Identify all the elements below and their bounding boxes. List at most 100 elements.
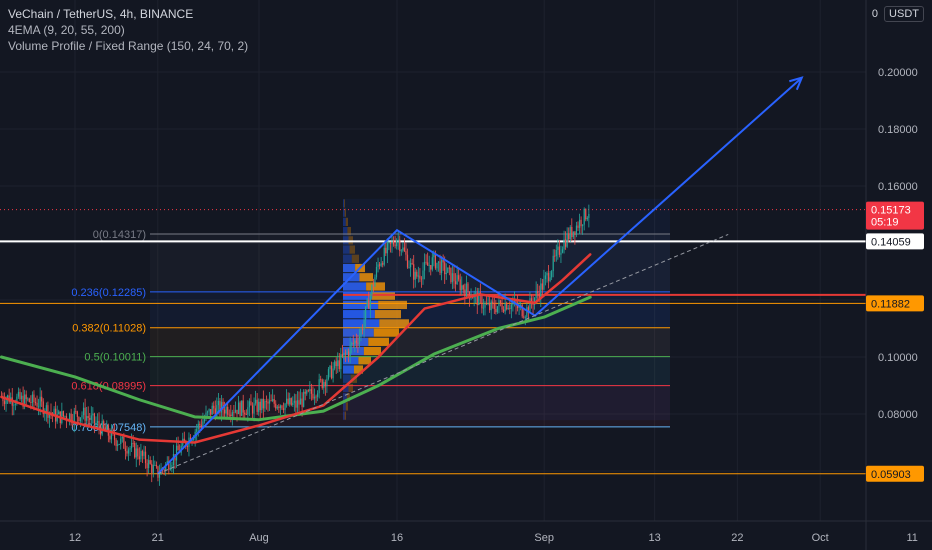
candle-body [298,400,300,405]
ema-indicator-label[interactable]: 4EMA (9, 20, 55, 200) [8,23,125,37]
candle-body [241,400,243,416]
candle-body [33,394,35,403]
level-orange-mid-badge-text: 0.11882 [871,298,910,310]
candle-body [261,398,263,411]
candle-body [222,401,224,410]
price-tick-label: 0.20000 [878,67,918,79]
level-orange-low-badge-bg [866,465,924,482]
symbol-title[interactable]: VeChain / TetherUS, 4h, BINANCE [8,7,194,21]
candle-body [45,405,47,413]
candle-body [476,292,478,306]
candle-body [380,263,382,266]
candle-body [255,399,257,404]
candle-body [84,407,86,421]
candle-body [430,265,432,270]
candle-body [365,306,367,320]
price-tick-label: 0.18000 [878,124,918,136]
candle-body [155,464,157,467]
volume-profile-bar-down [359,273,373,282]
candle-body [2,397,4,402]
candle-body [397,239,399,241]
candle-body [580,219,582,227]
zigzag-projection-line[interactable] [157,76,803,475]
candle-body [89,417,91,420]
time-tick-label: Oct [812,532,829,544]
candle-body [498,300,500,307]
candle-body [275,403,277,409]
candle-body [399,239,401,251]
candle-body [532,302,534,306]
volume-profile-bar-up [343,310,375,319]
last-price-badge-text: 05:19 [871,217,899,229]
candle-body [495,309,497,313]
candle-body [410,263,412,268]
candle-body [411,263,413,265]
candle-body [551,271,553,278]
horizontal-levels[interactable] [0,209,866,475]
candle-body [299,398,302,405]
candle-body [158,474,161,478]
candle-body [69,413,71,422]
candle-body [213,405,215,409]
candle-body [82,407,85,416]
candle-body [484,303,486,308]
volume-profile-bar-down [374,310,401,319]
candle-body [512,304,514,305]
volume-profile-label[interactable]: Volume Profile / Fixed Range (150, 24, 7… [8,39,249,53]
time-axis[interactable]: 12 21 Aug 16 Sep 13 22 Oct 11 [0,520,932,544]
candle-body [534,298,536,306]
candle-body [521,304,523,317]
last-price-badge-text: 0.15173 [871,205,911,217]
candle-body [224,409,226,414]
candle-body [318,379,320,394]
candle-body [87,416,89,418]
volume-profile-bar-up [343,254,352,263]
candle-body [340,354,342,369]
candle-body [431,257,433,270]
candle-body [422,270,424,280]
dashed-trendline[interactable] [157,233,729,475]
candle-body [248,401,250,408]
candle-body [38,406,40,408]
candle-body [323,381,325,388]
candle-body [481,295,483,309]
candle-body [379,264,381,266]
candle-body [509,308,511,309]
fib-zone [150,233,670,292]
candle-body [185,441,187,446]
currency-label[interactable]: USDT [884,6,924,22]
fibonacci-retracement[interactable]: 0(0.14317) 0.236(0.12285) 0.382(0.11028) 0.… [71,229,670,434]
price-axis[interactable]: 0.20000 0.18000 0.16000 0.10000 0.08000 [865,0,932,550]
candle-body [281,405,283,409]
trend-drawings[interactable] [157,76,804,475]
price-tick-label: 0.16000 [878,181,918,193]
candle-body [420,278,423,280]
candle-body [419,275,421,279]
candle-body [301,398,303,407]
candle-body [113,432,116,440]
candle-body [118,444,120,445]
candle-body [582,224,584,227]
volume-profile-bar-up [343,319,380,328]
candle-body [394,244,396,247]
candle-body [39,396,41,407]
candle-body [200,425,202,427]
candle-body [453,273,455,282]
candle-body [352,343,354,344]
candle-body [348,351,350,357]
candle-body [172,454,175,466]
candle-body [112,430,114,433]
volume-profile-bar-up [343,383,349,393]
candle-body [427,262,429,266]
currency-selector[interactable]: 0 USDT [872,6,924,22]
candle-body [329,365,331,370]
candle-body [392,241,395,245]
candle-body [290,398,292,406]
time-tick-label: 13 [648,532,660,544]
volume-profile-bar-down [346,393,350,402]
candle-body [374,277,376,287]
candle-body [385,247,387,254]
candle-body [375,266,378,278]
candle-body [499,300,502,304]
